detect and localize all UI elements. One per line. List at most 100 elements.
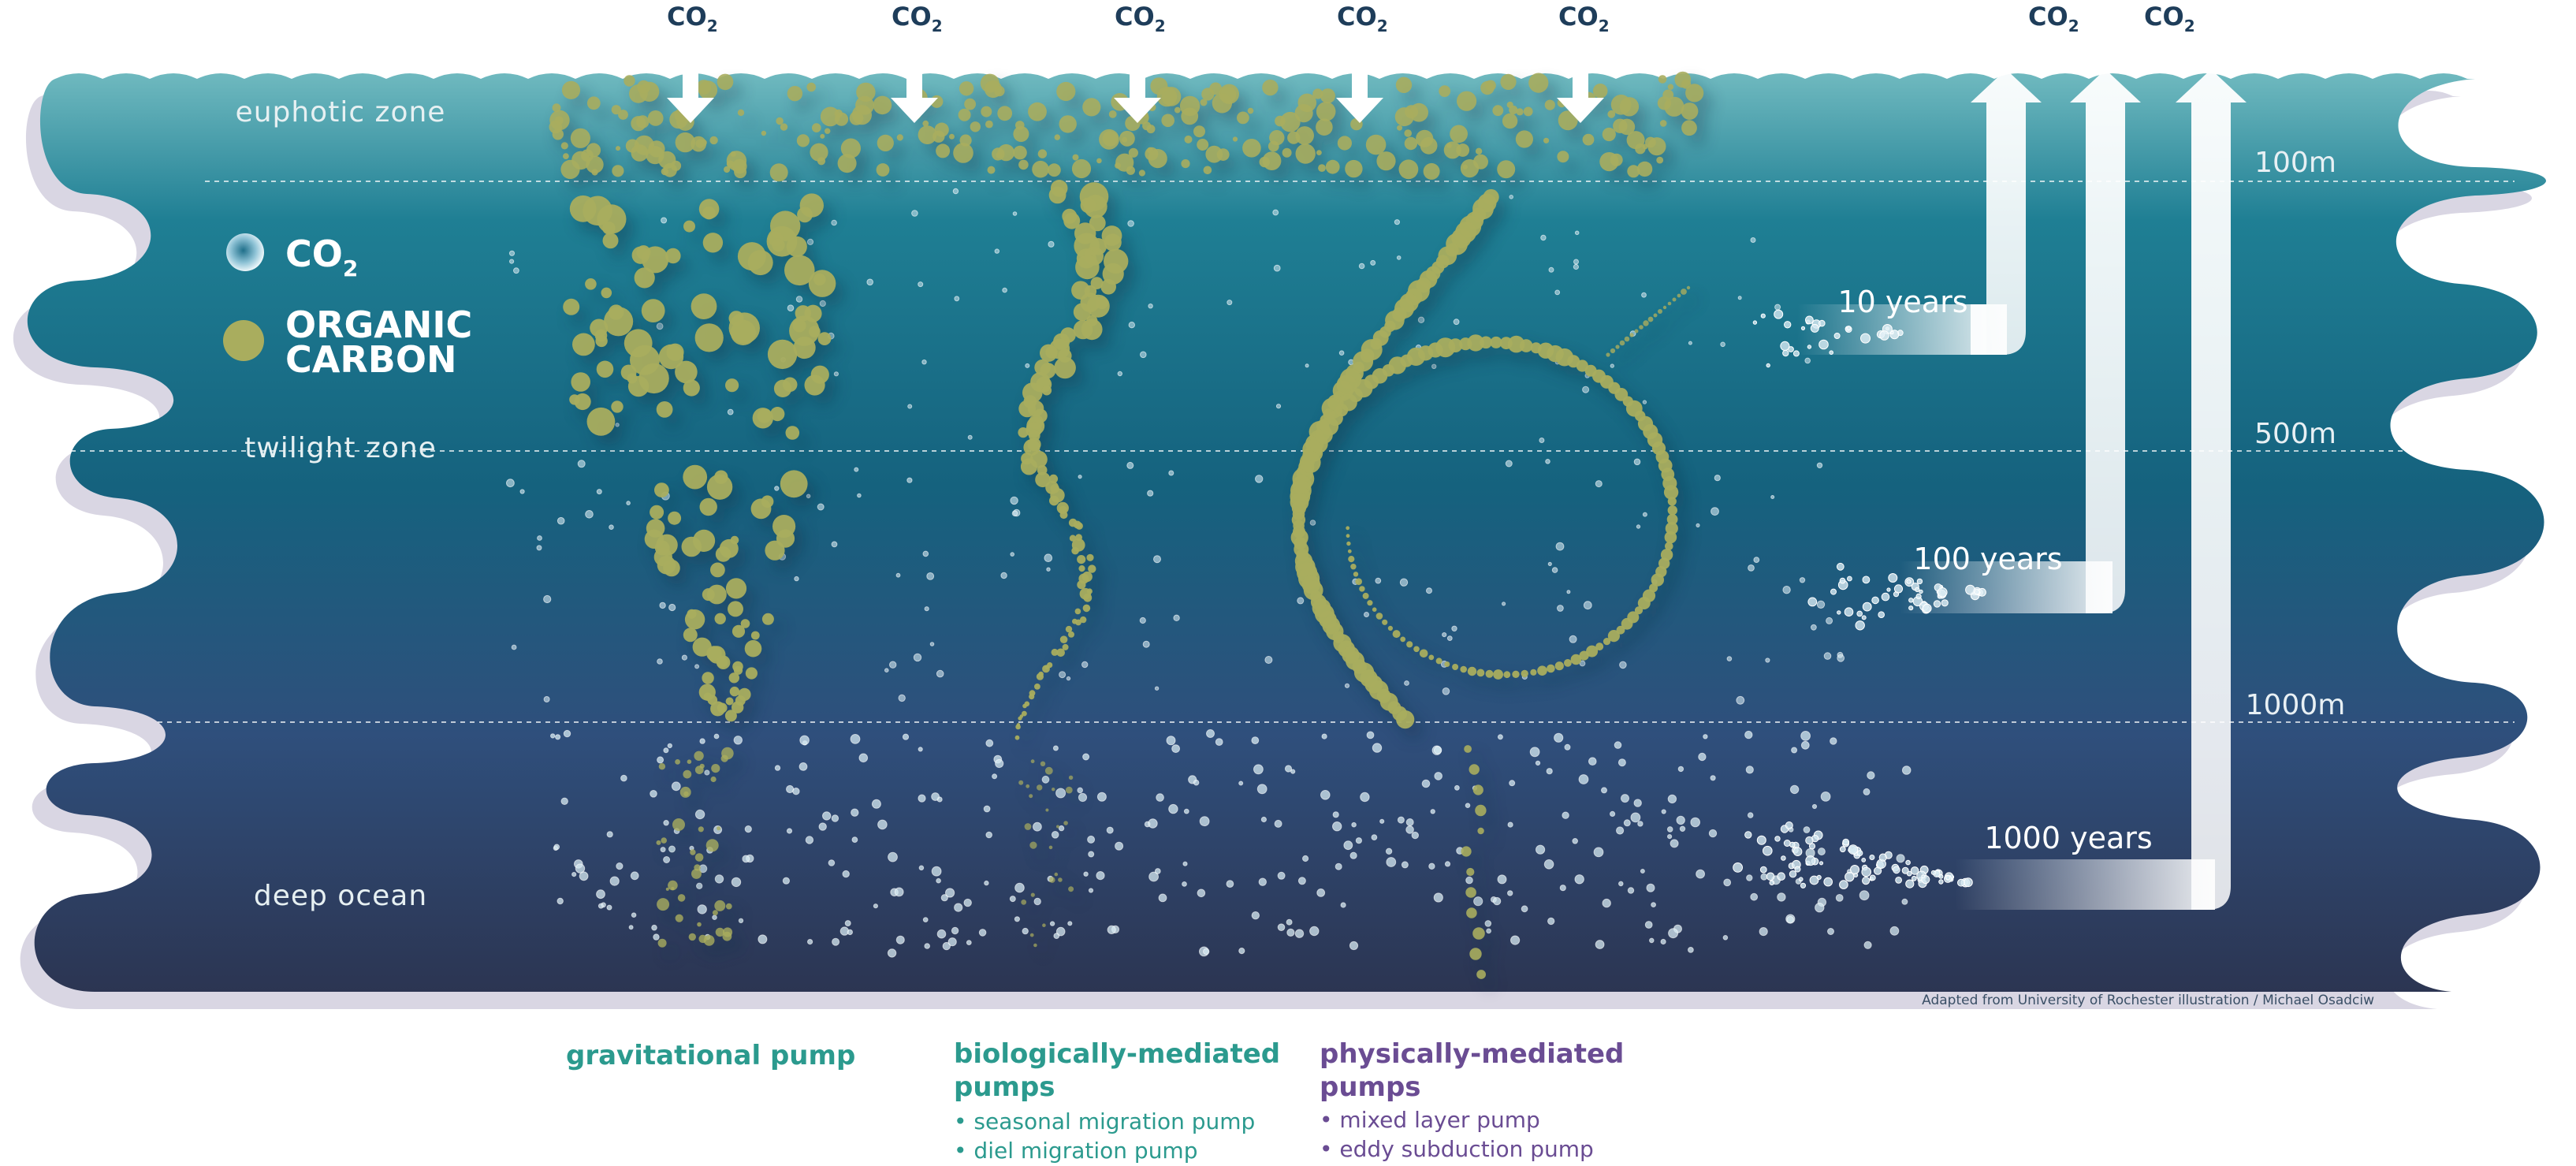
return-arrow-10-years: 10 years [1797, 69, 2042, 355]
organic-carbon-shadow [1070, 653, 1077, 660]
organic-carbon-particle [1083, 593, 1093, 602]
co2-bubble [1397, 816, 1405, 824]
co2-bubble [1856, 850, 1863, 856]
co2-bubble [1088, 888, 1094, 893]
organic-carbon-particle [873, 95, 892, 115]
organic-carbon-particle [1268, 140, 1279, 152]
organic-carbon-particle [1147, 147, 1153, 154]
co2-bubble [1744, 730, 1753, 739]
organic-carbon-shadow [1520, 680, 1528, 687]
organic-carbon-particle [706, 474, 733, 500]
co2-bubble [1752, 320, 1758, 325]
co2-bubble [1158, 893, 1167, 903]
co2-bubble [509, 259, 515, 264]
co2-bubble [1053, 933, 1060, 939]
organic-carbon-particle [1439, 85, 1451, 97]
organic-carbon-shadow [1587, 660, 1597, 670]
organic-carbon-particle [1480, 336, 1492, 349]
organic-carbon-shadow [722, 622, 734, 634]
co2-bubble [1153, 555, 1161, 564]
ocean-body [27, 73, 2546, 992]
organic-carbon-particle [1497, 160, 1516, 179]
organic-carbon-shadow [1456, 348, 1471, 362]
organic-carbon-particle [987, 166, 996, 174]
organic-carbon-shadow [993, 129, 1001, 138]
organic-carbon-particle [1395, 76, 1413, 94]
organic-carbon-particle [1634, 606, 1644, 615]
co2-label: CO2 [1115, 2, 1166, 35]
co2-bubble [1746, 874, 1753, 881]
co2-bubble [818, 822, 827, 831]
organic-carbon-particle [1530, 669, 1537, 676]
co2-bubble [1750, 892, 1759, 901]
organic-carbon-particle [757, 408, 772, 423]
organic-carbon-shadow [668, 847, 675, 853]
organic-carbon-particle [1071, 546, 1079, 555]
organic-carbon-shadow [666, 773, 674, 780]
organic-carbon-particle [670, 160, 682, 171]
co2-bubble [1014, 882, 1025, 893]
organic-carbon-particle [1295, 143, 1316, 164]
organic-carbon-particle [1040, 344, 1058, 362]
organic-carbon-shadow [1528, 679, 1536, 687]
co2-bubble [1156, 793, 1164, 802]
co2-bubble [1117, 371, 1123, 377]
organic-carbon-particle [1035, 471, 1051, 488]
organic-carbon-particle [663, 559, 680, 577]
co2-bubble [1566, 590, 1571, 594]
pump-title-biological: biologically-mediated pumps [954, 1037, 1280, 1104]
organic-carbon-shadow [1635, 174, 1648, 188]
co2-bubble [1154, 686, 1160, 691]
co2-bubble [1855, 620, 1865, 631]
co2-bubble [1921, 874, 1926, 879]
co2-bubble [1756, 835, 1766, 845]
co2-down-arrow [1557, 66, 1604, 123]
co2-bubble [902, 733, 910, 740]
organic-carbon-particle [1607, 630, 1620, 643]
organic-carbon-particle [1618, 118, 1636, 136]
organic-carbon-shadow [1064, 658, 1073, 667]
co2-bubble [1815, 903, 1825, 913]
co2-bubble [1215, 738, 1223, 746]
co2-bubble [1465, 876, 1473, 885]
co2-bubble [1286, 928, 1295, 937]
organic-carbon-shadow [1083, 531, 1091, 539]
co2-bubble [922, 917, 929, 922]
co2-bubble [1826, 617, 1833, 624]
organic-carbon-shadow [1038, 769, 1043, 773]
co2-bubble [940, 894, 948, 902]
organic-carbon-particle [773, 379, 792, 397]
organic-carbon-particle [1108, 110, 1117, 118]
organic-carbon-shadow [1154, 134, 1163, 143]
co2-bubble [1642, 400, 1647, 404]
organic-carbon-particle [1073, 303, 1092, 322]
organic-carbon-shadow [719, 773, 728, 783]
organic-carbon-particle [1072, 154, 1079, 161]
organic-carbon-particle [1212, 93, 1233, 114]
organic-carbon-particle [624, 75, 635, 87]
co2-bubble [1171, 744, 1180, 753]
co2-bubble [606, 904, 612, 911]
co2-bubble [851, 808, 859, 817]
organic-carbon-particle [586, 407, 616, 436]
co2-bubble [1835, 894, 1844, 902]
organic-carbon-particle [1347, 549, 1352, 553]
organic-carbon-shadow [1623, 354, 1628, 359]
co2-bubble [1862, 877, 1871, 885]
organic-carbon-particle [596, 360, 614, 378]
organic-carbon-shadow [1096, 574, 1104, 583]
co2-bubble [697, 904, 707, 915]
organic-carbon-particle [745, 667, 758, 680]
organic-carbon-particle [699, 497, 717, 516]
co2-bubble [1780, 341, 1790, 351]
co2-bubble [832, 937, 840, 946]
co2-bubble [1264, 656, 1273, 664]
organic-carbon-particle [1634, 329, 1639, 333]
co2-bubble [1938, 879, 1944, 885]
organic-carbon-shadow [825, 341, 839, 355]
organic-carbon-shadow [730, 937, 741, 947]
organic-carbon-shadow [1545, 675, 1555, 685]
organic-carbon-shadow [1042, 693, 1048, 699]
co2-bubble [1126, 461, 1134, 469]
organic-carbon-particle [672, 818, 685, 831]
